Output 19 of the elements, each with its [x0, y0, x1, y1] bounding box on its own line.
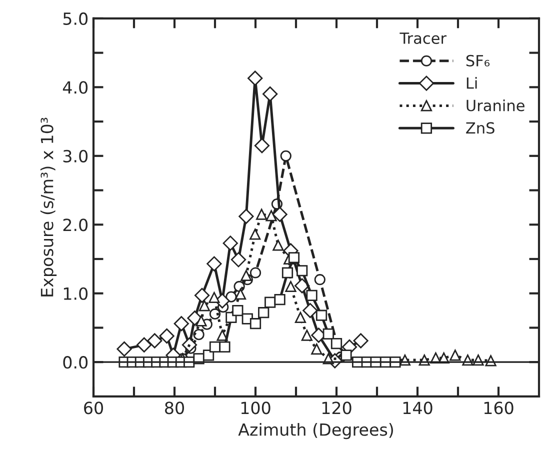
x-tick-label: 60	[84, 402, 103, 414]
y-tick-label: 4.0	[62, 81, 88, 94]
y-tick-label: 0.0	[63, 356, 88, 369]
x-tick-label: 100	[241, 402, 270, 414]
y-tick-label: 5.0	[63, 12, 88, 26]
y-tick-label: 1.0	[64, 287, 88, 300]
x-axis-title: Azimuth (Degrees)	[238, 423, 393, 440]
legend-label: ZnS	[466, 122, 494, 134]
legend-label: Li	[466, 77, 477, 89]
x-tick-label: 120	[322, 402, 352, 414]
x-tick-label: 140	[403, 402, 432, 414]
x-tick-label: 80	[165, 402, 184, 414]
legend-label: SF₆	[466, 54, 490, 66]
legend-title: Tracer	[400, 32, 447, 44]
x-tick-label: 160	[484, 402, 514, 414]
y-tick-label: 2.0	[63, 218, 88, 232]
y-tick-label: 3.0	[63, 150, 88, 162]
y-axis-title: Exposure (s/m³) x 10³	[40, 118, 57, 296]
legend-label: Uranine	[466, 99, 524, 112]
